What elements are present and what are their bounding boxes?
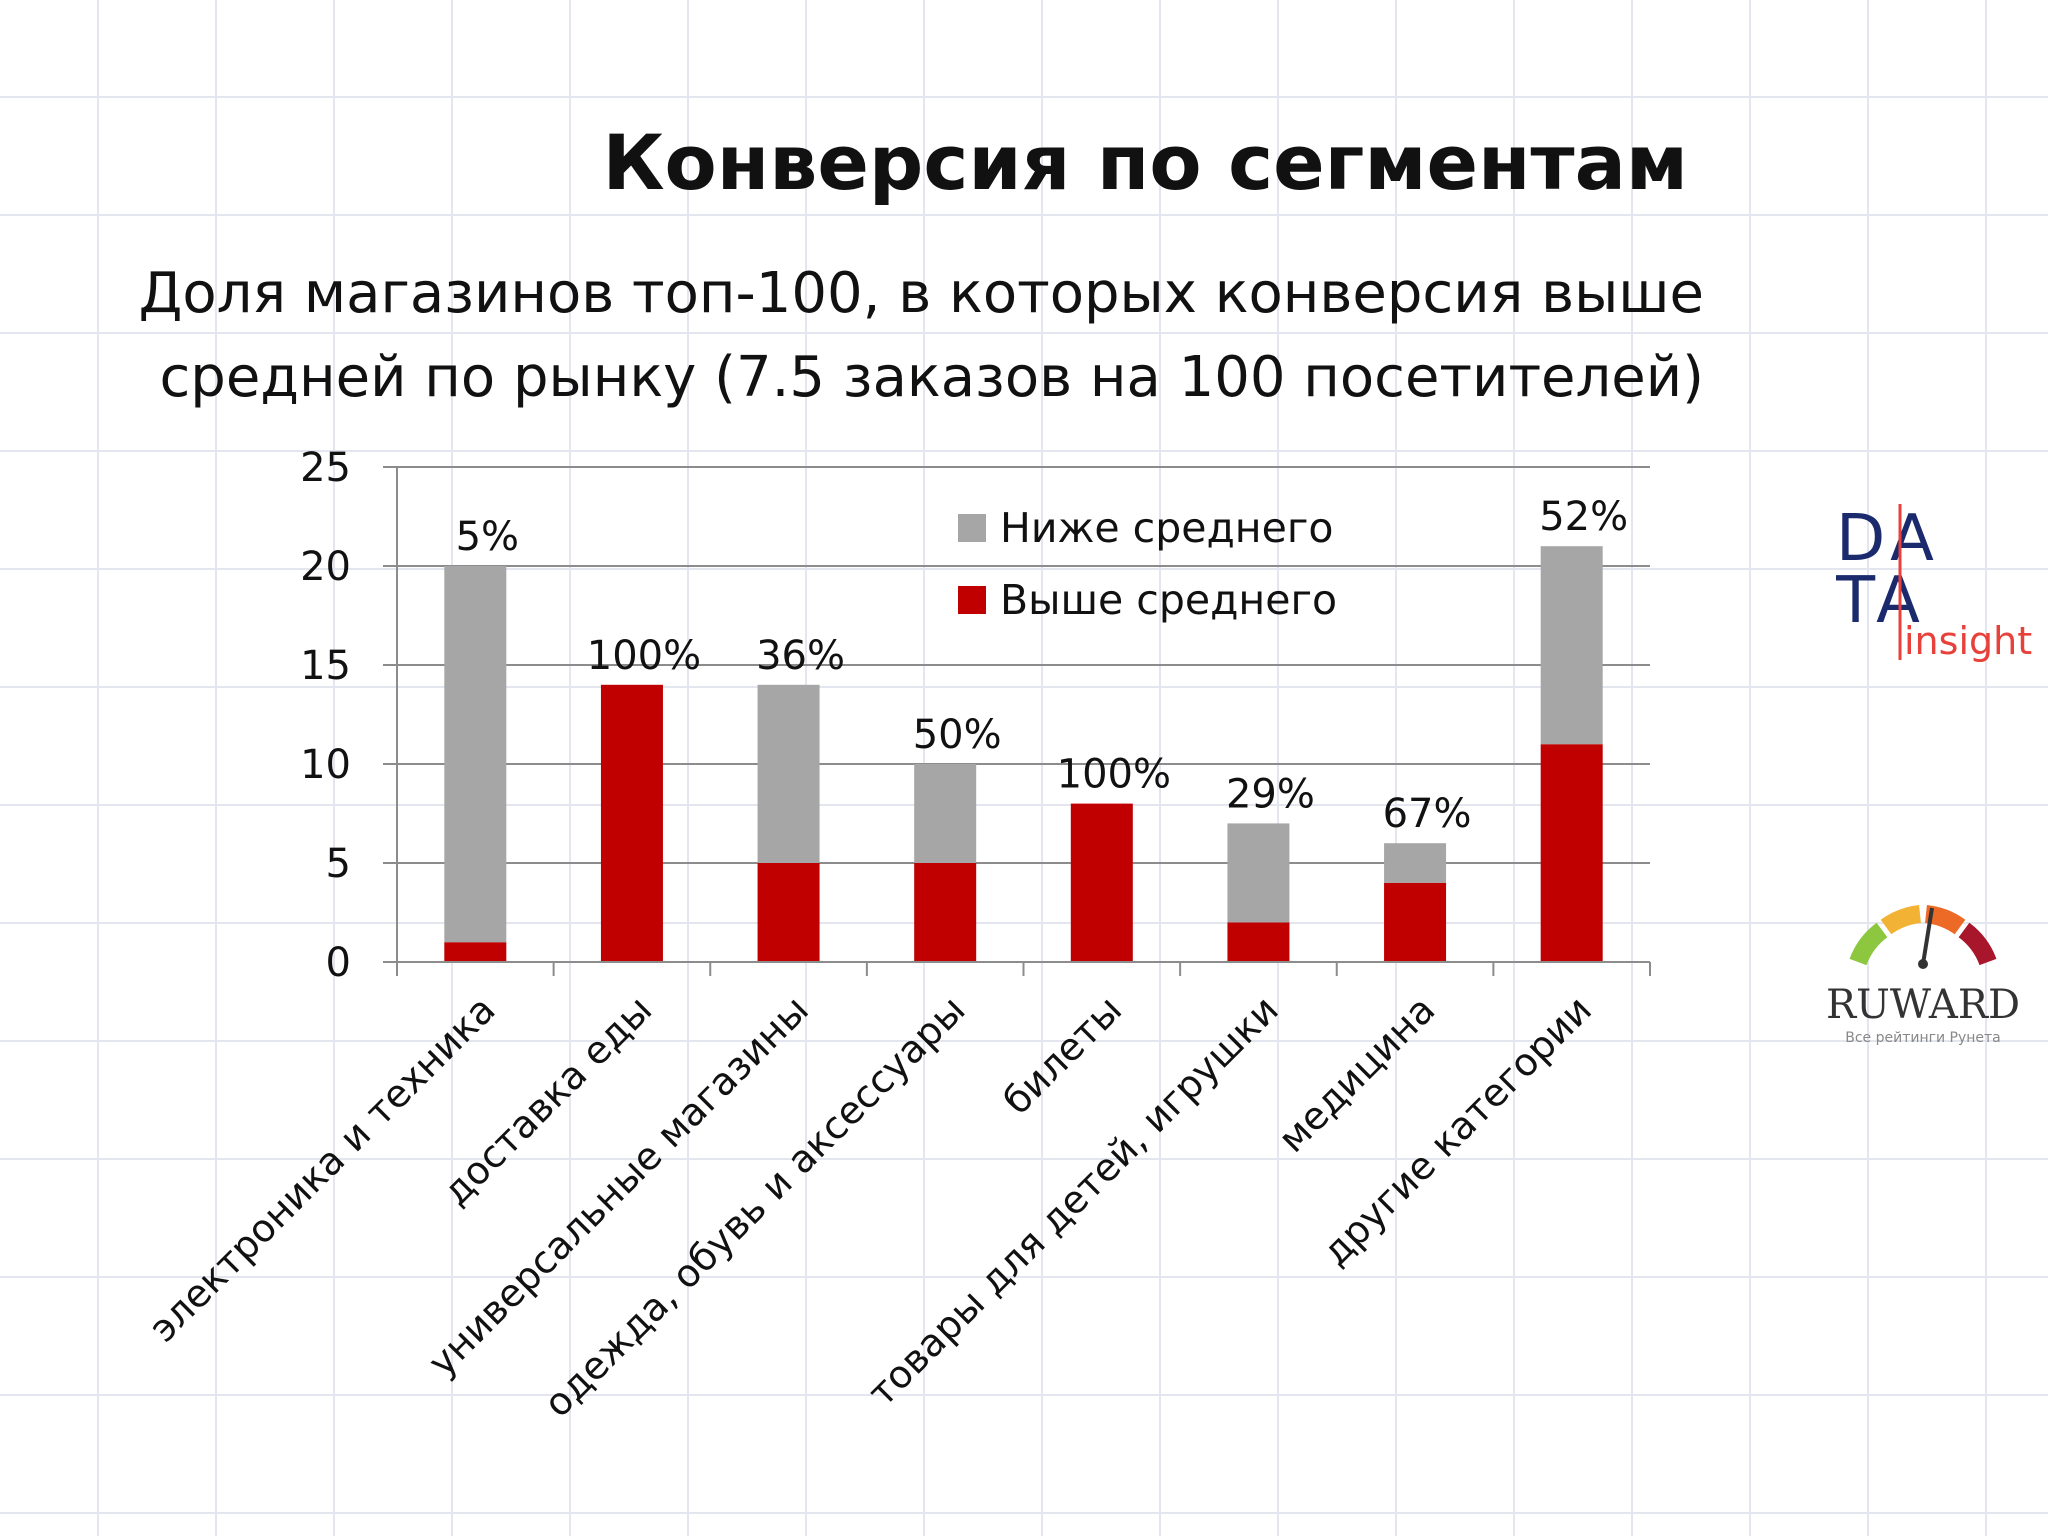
- ruward-tagline: Все рейтинги Рунета: [1845, 1030, 2001, 1046]
- logo-data-line2: TA: [1836, 564, 1926, 638]
- bar-below-average: [757, 684, 820, 863]
- legend-swatch: [958, 514, 986, 542]
- stacked-bar-chart: 0 5 10 15 20 25 5% 100% 36% 50% 100% 29% 67% 52% эле…: [141, 445, 1651, 1426]
- axes: [396, 467, 1651, 976]
- bars: [444, 546, 1603, 962]
- legend-label: Ниже среднего: [1000, 504, 1333, 552]
- data-label: 100%: [1057, 752, 1171, 798]
- subtitle-line-2: средней по рынку (7.5 заказов на 100 пос…: [159, 345, 1704, 410]
- ruward-name: RUWARD: [1826, 982, 2020, 1028]
- category-label: другие категории: [1313, 987, 1600, 1274]
- gauge-icon: [1849, 905, 1997, 969]
- subtitle-line-1: Доля магазинов топ-100, в которых конвер…: [138, 261, 1704, 326]
- bar-above-average: [1227, 922, 1290, 962]
- category-label: билеты: [994, 987, 1130, 1123]
- y-tick-label: 5: [326, 841, 351, 887]
- data-label: 52%: [1539, 494, 1628, 540]
- bar-below-average: [1540, 546, 1603, 745]
- bar-above-average: [1540, 744, 1603, 962]
- category-label: медицина: [1270, 987, 1444, 1161]
- y-tick-label: 10: [300, 742, 351, 788]
- data-label: 100%: [587, 633, 701, 679]
- bar-below-average: [444, 566, 507, 943]
- slide-title: Конверсия по сегментам: [602, 118, 1688, 207]
- bar-below-average: [1384, 843, 1447, 883]
- bar-below-average: [1227, 823, 1290, 923]
- grid-lines: [383, 466, 1650, 963]
- bar-above-average: [1384, 882, 1447, 962]
- y-tick-label: 20: [300, 544, 351, 590]
- y-tick-labels: 0 5 10 15 20 25: [300, 445, 351, 986]
- data-label: 36%: [756, 633, 845, 679]
- y-tick-label: 25: [300, 445, 351, 491]
- data-insight-logo: DA TA insight: [1835, 500, 2046, 670]
- legend-swatch: [958, 586, 986, 614]
- bar-above-average: [600, 684, 663, 962]
- bar-below-average: [914, 764, 977, 863]
- legend: Ниже среднего Выше среднего: [958, 504, 1337, 624]
- logo-insight-text: insight: [1904, 619, 2032, 663]
- y-tick-label: 15: [300, 643, 351, 689]
- data-label: 67%: [1383, 791, 1472, 837]
- bar-above-average: [914, 863, 977, 962]
- y-tick-label: 0: [326, 940, 351, 986]
- ruward-logo: RUWARD Все рейтинги Рунета: [1820, 900, 2030, 1050]
- data-label: 5%: [456, 514, 519, 560]
- data-label: 50%: [913, 712, 1002, 758]
- data-labels: 5% 100% 36% 50% 100% 29% 67% 52%: [456, 494, 1629, 837]
- logo-data-line1: DA: [1836, 502, 1940, 576]
- bar-above-average: [444, 942, 507, 962]
- data-label: 29%: [1226, 771, 1315, 817]
- slide-subtitle: Доля магазинов топ-100, в которых конвер…: [4, 252, 1704, 420]
- bar-above-average: [757, 863, 820, 962]
- legend-label: Выше среднего: [1000, 576, 1337, 624]
- bar-above-average: [1070, 803, 1133, 962]
